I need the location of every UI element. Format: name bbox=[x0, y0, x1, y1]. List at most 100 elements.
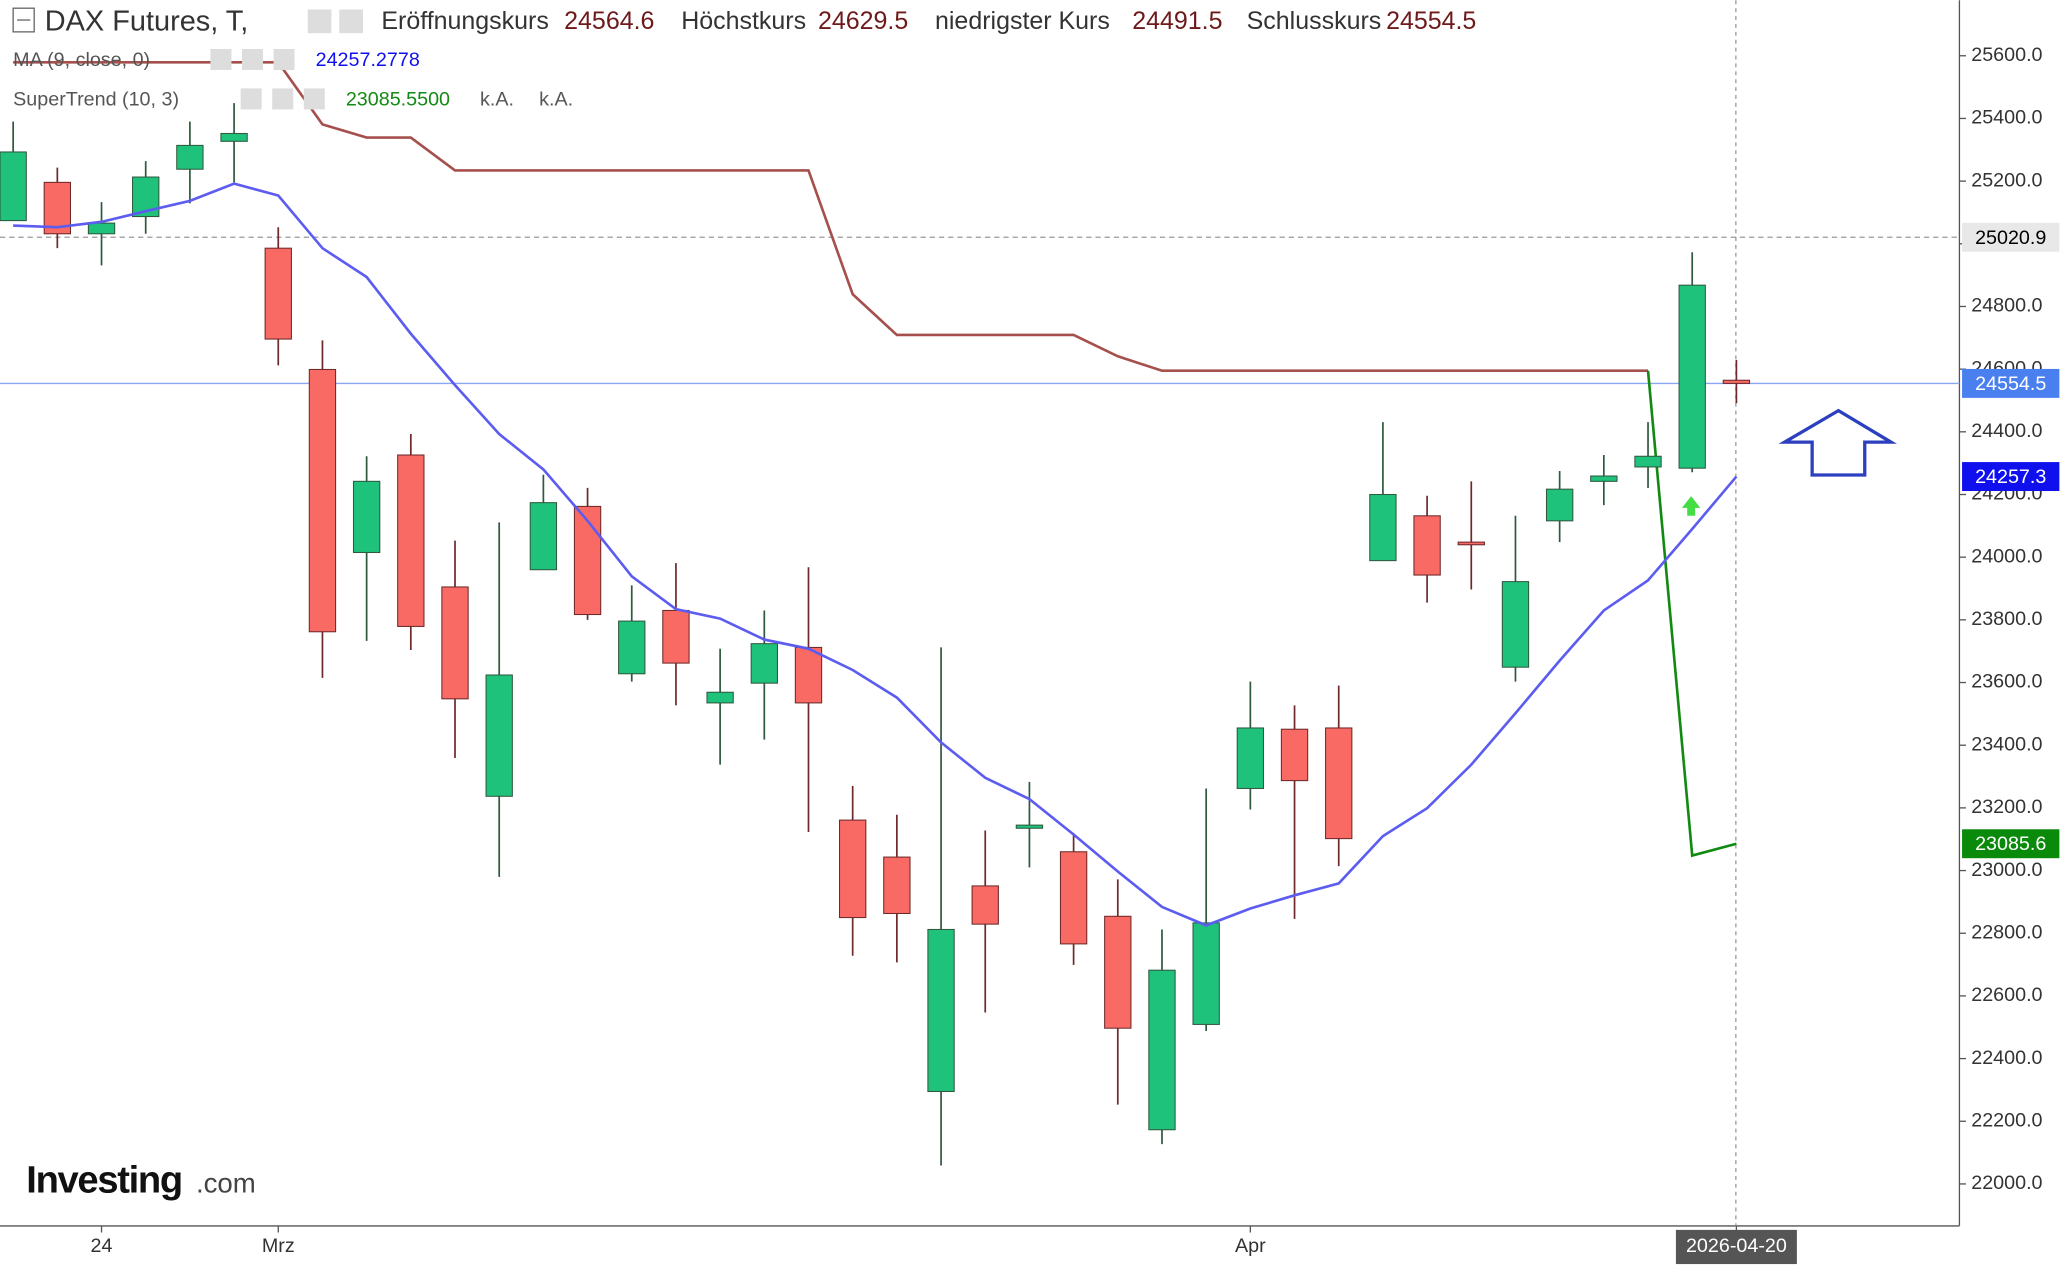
header-value: 24491.5 bbox=[1132, 7, 1222, 35]
candle-body bbox=[308, 368, 337, 633]
header-label: Eröffnungskurs bbox=[381, 7, 548, 35]
candle-body bbox=[573, 505, 602, 616]
x-tick-label: 24 bbox=[91, 1235, 113, 1257]
price-tag bbox=[1962, 368, 2060, 398]
header-label: niedrigster Kurs bbox=[935, 7, 1110, 35]
y-tick-label: 25200.0 bbox=[1971, 169, 2042, 191]
candle-body bbox=[1192, 922, 1220, 1025]
indicator-extra: k.A. bbox=[480, 88, 514, 110]
price-tag-label: 25020.9 bbox=[1975, 227, 2046, 249]
visibility-icon[interactable] bbox=[210, 48, 232, 71]
candle-body bbox=[441, 586, 469, 700]
settings-icon[interactable] bbox=[272, 88, 294, 110]
candle-body bbox=[220, 132, 248, 142]
indicator-label: SuperTrend (10, 3) bbox=[13, 88, 179, 110]
candle-body bbox=[1678, 284, 1706, 469]
y-tick-label: 22800.0 bbox=[1971, 921, 2042, 943]
header-value: 24554.5 bbox=[1386, 7, 1476, 35]
remove-icon[interactable] bbox=[273, 48, 295, 71]
candle-body bbox=[1590, 475, 1618, 482]
x-crosshair-tag bbox=[1675, 1229, 1797, 1265]
price-tag-label: 24257.3 bbox=[1975, 466, 2046, 488]
candle-body bbox=[662, 609, 690, 664]
candle-body bbox=[529, 502, 558, 571]
candle-body bbox=[839, 819, 867, 919]
y-tick-label: 25400.0 bbox=[1971, 107, 2042, 129]
candle-body bbox=[1280, 728, 1309, 782]
marks bbox=[0, 61, 1751, 1166]
x-tick-label: Apr bbox=[1235, 1235, 1266, 1257]
buy-signal-arrow bbox=[1681, 496, 1701, 516]
price-tag bbox=[1962, 222, 2060, 252]
y-tick-label: 23600.0 bbox=[1971, 671, 2042, 693]
candle-body bbox=[794, 646, 823, 704]
watermark: .com bbox=[196, 1167, 256, 1198]
candle-body bbox=[1236, 727, 1265, 789]
header-value: 24629.5 bbox=[818, 7, 908, 35]
y-tick-label: 23800.0 bbox=[1971, 608, 2042, 630]
candle-body bbox=[883, 856, 911, 915]
header-label: Höchstkurs bbox=[681, 7, 806, 35]
candle-body bbox=[485, 674, 513, 797]
y-tick-label: 24000.0 bbox=[1971, 545, 2042, 567]
remove-icon[interactable] bbox=[303, 88, 325, 110]
settings-icon[interactable] bbox=[339, 9, 363, 34]
candle-body bbox=[1015, 824, 1044, 829]
candle-body bbox=[397, 454, 425, 627]
candle-body bbox=[264, 247, 292, 340]
y-tick-label: 22400.0 bbox=[1971, 1047, 2042, 1069]
candle-body bbox=[971, 885, 999, 925]
candle-body bbox=[1722, 379, 1751, 384]
price-tag-label: 24554.5 bbox=[1975, 373, 2046, 395]
visibility-icon[interactable] bbox=[240, 88, 262, 110]
x-tick-label: Mrz bbox=[262, 1235, 295, 1257]
y-tick-label: 25600.0 bbox=[1971, 44, 2042, 66]
indicator-value: 24257.2778 bbox=[316, 49, 420, 71]
settings-icon[interactable] bbox=[241, 48, 264, 71]
visibility-icon[interactable] bbox=[307, 9, 332, 34]
y-tick-label: 24400.0 bbox=[1971, 420, 2042, 442]
candle-body bbox=[1413, 515, 1441, 576]
candle-body bbox=[352, 480, 381, 554]
candle-body bbox=[1545, 488, 1574, 522]
header-icons bbox=[210, 9, 363, 110]
header-value: 24564.6 bbox=[564, 7, 654, 35]
y-tick-label: 22600.0 bbox=[1971, 984, 2042, 1006]
candle-body bbox=[1457, 541, 1485, 546]
y-tick-label: 23000.0 bbox=[1971, 859, 2042, 881]
header-label: Schlusskurs bbox=[1247, 7, 1382, 35]
candle-body bbox=[1059, 851, 1088, 945]
ma-line bbox=[13, 182, 1738, 927]
indicator-value: 23085.5500 bbox=[346, 88, 450, 110]
indicator-label: MA (9, close, 0) bbox=[13, 49, 150, 71]
candle-body bbox=[750, 643, 778, 684]
y-tick-label: 23200.0 bbox=[1971, 796, 2042, 818]
y-tick-label: 24800.0 bbox=[1971, 295, 2042, 317]
candle-body bbox=[927, 928, 955, 1093]
candle-body bbox=[176, 144, 204, 170]
candle-body bbox=[1634, 455, 1662, 468]
x-tick-label: 2026-04-20 bbox=[1686, 1235, 1787, 1257]
price-tag bbox=[1962, 829, 2060, 859]
chart-title: DAX Futures, T, bbox=[45, 5, 249, 37]
supertrend-down-line bbox=[13, 61, 1649, 373]
candle-body bbox=[1325, 727, 1353, 840]
candle-body bbox=[1148, 969, 1176, 1131]
candle-body bbox=[87, 222, 116, 235]
y-tick-label: 22200.0 bbox=[1971, 1109, 2042, 1131]
candle-body bbox=[1501, 581, 1530, 668]
up-arrow-annotation bbox=[1778, 408, 1897, 477]
watermark: Investing bbox=[26, 1159, 182, 1202]
candle-body bbox=[618, 620, 646, 675]
candle-body bbox=[706, 691, 734, 704]
price-tag bbox=[1962, 462, 2060, 492]
overlay: 25020.9 24554.5 24257.3 23085.6 bbox=[1962, 222, 2060, 859]
candle-body bbox=[0, 151, 27, 222]
supertrend-up-line bbox=[1646, 370, 1737, 858]
y-tick-label: 22000.0 bbox=[1971, 1172, 2042, 1194]
indicator-extra: k.A. bbox=[539, 88, 573, 110]
y-tick-label: 23400.0 bbox=[1971, 733, 2042, 755]
collapse-icon[interactable] bbox=[12, 7, 35, 33]
